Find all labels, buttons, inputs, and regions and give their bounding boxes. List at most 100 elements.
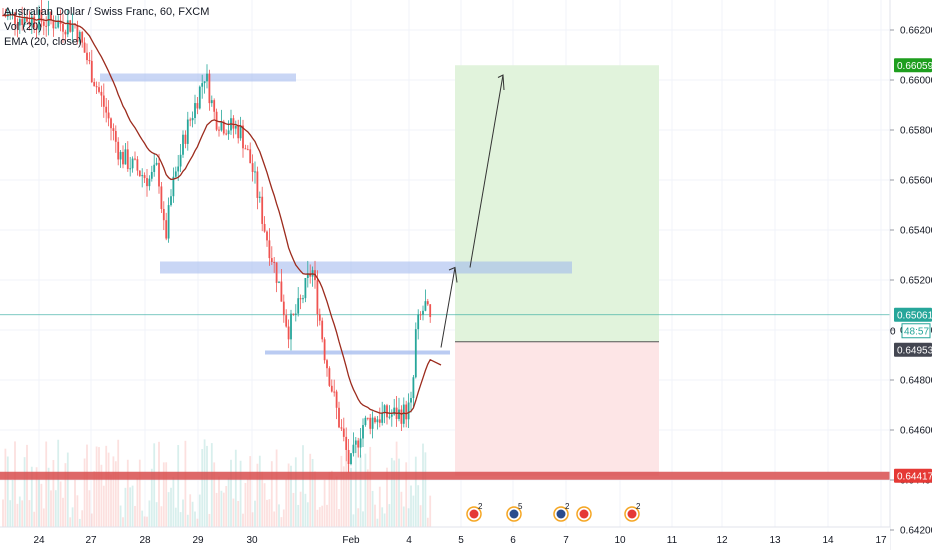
volume-bar xyxy=(57,439,60,527)
candle-body xyxy=(117,141,120,160)
candle-body xyxy=(59,20,62,24)
volume-bar xyxy=(86,444,88,527)
candle-body xyxy=(95,86,98,88)
candle-body xyxy=(362,425,364,439)
volume-bar xyxy=(309,453,312,527)
volume-bar xyxy=(258,455,261,527)
volume-bar xyxy=(148,500,151,527)
candle-body xyxy=(102,95,105,107)
volume-bar xyxy=(21,500,24,527)
event-marker-au[interactable]: 5 xyxy=(506,502,523,522)
volume-bar xyxy=(340,455,343,527)
candle-body xyxy=(280,281,283,302)
candle-body xyxy=(306,273,309,279)
volume-bar xyxy=(230,459,232,527)
candle-body xyxy=(203,81,206,84)
candle-body xyxy=(419,314,422,316)
target-price-badge[interactable]: 0.66059 xyxy=(894,58,932,73)
volume-bar xyxy=(302,445,304,527)
candle-body xyxy=(93,82,96,87)
candle-body xyxy=(285,315,288,327)
projection-arrows[interactable] xyxy=(440,74,505,348)
candle-body xyxy=(11,12,14,14)
volume-bar xyxy=(189,494,192,527)
candle-body xyxy=(210,100,213,104)
level-boxes[interactable] xyxy=(0,73,890,480)
volume-bar xyxy=(383,513,386,527)
time-tick-label: 10 xyxy=(614,535,626,546)
stop-price-badge[interactable]: 0.64417 xyxy=(894,468,932,483)
volume-bar xyxy=(107,452,110,527)
volume-bar xyxy=(414,456,417,527)
volume-indicator-label[interactable]: Vol (20) xyxy=(4,21,42,33)
candle-body xyxy=(155,162,158,165)
volume-bar xyxy=(251,512,254,527)
volume-bar xyxy=(174,507,177,527)
candle-body xyxy=(278,281,280,283)
candle-body xyxy=(112,128,115,131)
volume-bar xyxy=(155,502,158,527)
stop-price-badge-bg xyxy=(894,468,932,483)
entry-price-badge[interactable]: 0.64953 xyxy=(894,342,932,357)
event-flag-icon xyxy=(469,509,479,519)
event-marker-cn[interactable]: 2 xyxy=(466,502,483,522)
volume-bar xyxy=(287,463,290,527)
volume-bar xyxy=(232,498,235,527)
volume-bar xyxy=(273,511,276,527)
time-tick-label: Feb xyxy=(342,535,360,546)
volume-bar xyxy=(227,477,230,527)
candle-body xyxy=(237,126,240,139)
event-count: 2 xyxy=(565,502,570,511)
candle-body xyxy=(273,261,276,263)
resistance-box-middle xyxy=(160,261,572,274)
volume-bar xyxy=(342,466,345,527)
volume-bar xyxy=(364,453,367,527)
volume-bar xyxy=(138,459,141,527)
volume-bar xyxy=(179,512,182,527)
volume-bar xyxy=(69,517,72,527)
candle-body xyxy=(407,402,410,420)
volume-bar xyxy=(254,500,256,527)
last-price-badge[interactable]: 0.65061 xyxy=(894,307,932,322)
candle-body xyxy=(294,313,297,315)
volume-bar xyxy=(129,487,132,527)
candle-body xyxy=(191,117,194,121)
time-axis[interactable]: 24 27 28 29 30 Feb 4 5 6 7 10 11 12 13 14 17 xyxy=(0,526,890,550)
trade-zones xyxy=(455,65,659,476)
countdown-bg xyxy=(901,323,931,339)
event-marker-ch[interactable] xyxy=(576,506,592,522)
volume-bar xyxy=(390,457,393,527)
volume-bar xyxy=(182,499,184,527)
time-tick-label: 27 xyxy=(85,535,97,546)
candle-body xyxy=(129,168,132,170)
symbol-title[interactable]: Australian Dollar / Swiss Franc, 60, FXC… xyxy=(4,6,210,18)
volume-bar xyxy=(366,469,369,527)
volume-bar xyxy=(102,485,105,527)
candle-body xyxy=(208,73,211,104)
volume-bar xyxy=(40,483,43,527)
event-marker-au[interactable]: 2 xyxy=(553,502,570,522)
candle-body xyxy=(33,16,36,28)
volume-bar xyxy=(83,458,86,527)
event-markers[interactable]: 2 5 2 2 xyxy=(466,502,641,522)
candle-body xyxy=(390,414,393,417)
candle-body xyxy=(114,130,117,142)
candle-body xyxy=(371,417,374,429)
volume-bar xyxy=(18,496,21,527)
ema-indicator-label[interactable]: EMA (20, close) xyxy=(4,36,82,48)
candle-body xyxy=(345,436,348,450)
volume-bar xyxy=(321,505,324,527)
volume-bar xyxy=(95,446,98,527)
candle-body xyxy=(100,91,103,96)
volume-bar xyxy=(371,490,374,527)
volume-bar xyxy=(345,461,348,527)
event-marker-cn[interactable]: 2 xyxy=(624,502,641,522)
candle-body xyxy=(189,119,192,121)
event-flag-icon xyxy=(556,509,566,519)
candle-body xyxy=(186,119,189,144)
price-axis-bg xyxy=(890,0,932,550)
candle-body xyxy=(242,125,244,149)
